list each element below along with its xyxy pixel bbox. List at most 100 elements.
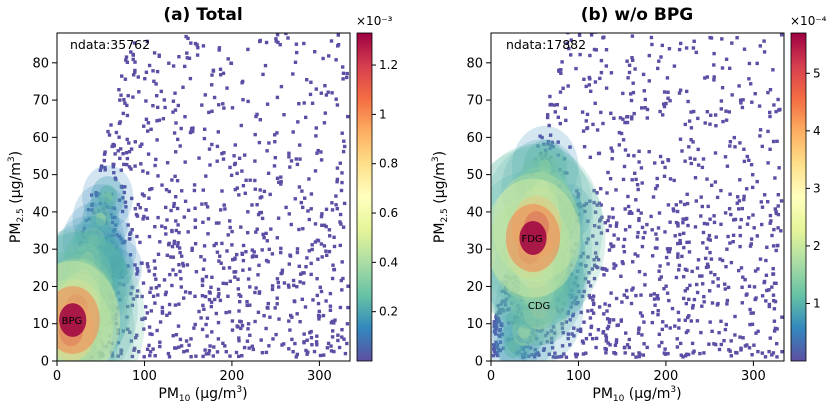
density-blob xyxy=(59,303,87,337)
data-point xyxy=(780,315,784,319)
data-point xyxy=(151,69,155,73)
data-point xyxy=(498,308,502,312)
data-point xyxy=(338,161,342,165)
data-point xyxy=(520,353,525,357)
data-point xyxy=(335,166,340,170)
data-point xyxy=(681,221,685,225)
data-point xyxy=(235,186,239,190)
colorbar-tick-label: 2 xyxy=(813,239,821,253)
data-point xyxy=(500,299,505,303)
data-point xyxy=(240,251,244,256)
data-point xyxy=(498,311,503,315)
data-point xyxy=(341,65,345,69)
data-point xyxy=(331,263,335,267)
data-point xyxy=(200,103,204,107)
y-tick-label: 20 xyxy=(32,280,49,295)
data-point xyxy=(309,272,313,277)
data-point xyxy=(127,141,131,145)
data-point xyxy=(233,270,237,274)
data-point xyxy=(621,91,625,96)
data-point xyxy=(293,341,297,346)
data-point xyxy=(506,285,510,289)
data-point xyxy=(631,352,635,356)
data-point xyxy=(741,98,745,102)
data-point xyxy=(237,336,241,340)
data-point xyxy=(568,145,572,149)
data-point xyxy=(144,208,148,212)
data-point xyxy=(775,243,780,248)
data-point xyxy=(742,194,746,199)
data-point xyxy=(592,258,596,262)
data-point xyxy=(598,219,602,223)
y-tick-label: 70 xyxy=(466,94,483,109)
data-point xyxy=(622,237,627,242)
data-point xyxy=(212,345,216,349)
data-point xyxy=(277,285,281,289)
data-point xyxy=(606,341,610,345)
data-point xyxy=(499,302,503,306)
data-point xyxy=(630,56,634,60)
data-point xyxy=(551,325,556,329)
data-point xyxy=(103,168,107,172)
data-point xyxy=(145,216,150,220)
data-point xyxy=(183,64,187,69)
data-point xyxy=(324,299,328,303)
data-point xyxy=(569,305,573,309)
data-point xyxy=(135,272,139,276)
data-point xyxy=(588,284,593,288)
data-point xyxy=(100,164,104,168)
data-point xyxy=(677,47,682,52)
data-point xyxy=(702,300,706,304)
data-point xyxy=(243,191,247,195)
data-point xyxy=(300,189,304,193)
data-point xyxy=(199,316,203,320)
data-point xyxy=(671,207,675,211)
data-point xyxy=(712,63,716,67)
data-point xyxy=(731,240,735,244)
data-point xyxy=(704,256,708,261)
data-point xyxy=(181,264,186,268)
data-point xyxy=(701,282,705,286)
data-point xyxy=(219,73,223,77)
data-point xyxy=(511,288,515,292)
data-point xyxy=(750,353,754,357)
data-point xyxy=(740,301,744,305)
data-point xyxy=(557,184,562,188)
data-point xyxy=(335,177,340,182)
data-point xyxy=(775,355,779,359)
data-point xyxy=(167,189,171,194)
data-point xyxy=(336,338,340,343)
data-point xyxy=(575,189,579,193)
data-point xyxy=(676,310,681,315)
data-point xyxy=(776,226,780,230)
data-point xyxy=(212,243,216,248)
data-point xyxy=(279,179,283,184)
data-point xyxy=(705,262,710,266)
data-point xyxy=(171,334,175,338)
data-point xyxy=(206,232,210,236)
data-point xyxy=(233,257,237,261)
data-point xyxy=(676,252,680,256)
data-point xyxy=(98,351,102,355)
data-point xyxy=(217,103,221,107)
data-point xyxy=(494,326,498,330)
data-point xyxy=(326,341,331,346)
data-point xyxy=(647,79,651,83)
data-point xyxy=(193,206,197,210)
data-point xyxy=(287,285,291,289)
data-point xyxy=(694,50,698,55)
data-point xyxy=(195,53,200,57)
panel-a-colorbar-ticks: 0.20.40.60.811.2 xyxy=(372,58,398,319)
data-point xyxy=(166,351,171,356)
data-point xyxy=(125,315,129,319)
data-point xyxy=(174,228,178,233)
data-point xyxy=(126,327,130,331)
data-point xyxy=(692,39,696,43)
data-point xyxy=(287,155,291,159)
data-point xyxy=(584,351,588,355)
data-point xyxy=(147,269,151,273)
data-point xyxy=(511,275,515,280)
data-point xyxy=(555,103,559,107)
data-point xyxy=(110,215,114,220)
data-point xyxy=(329,39,334,43)
